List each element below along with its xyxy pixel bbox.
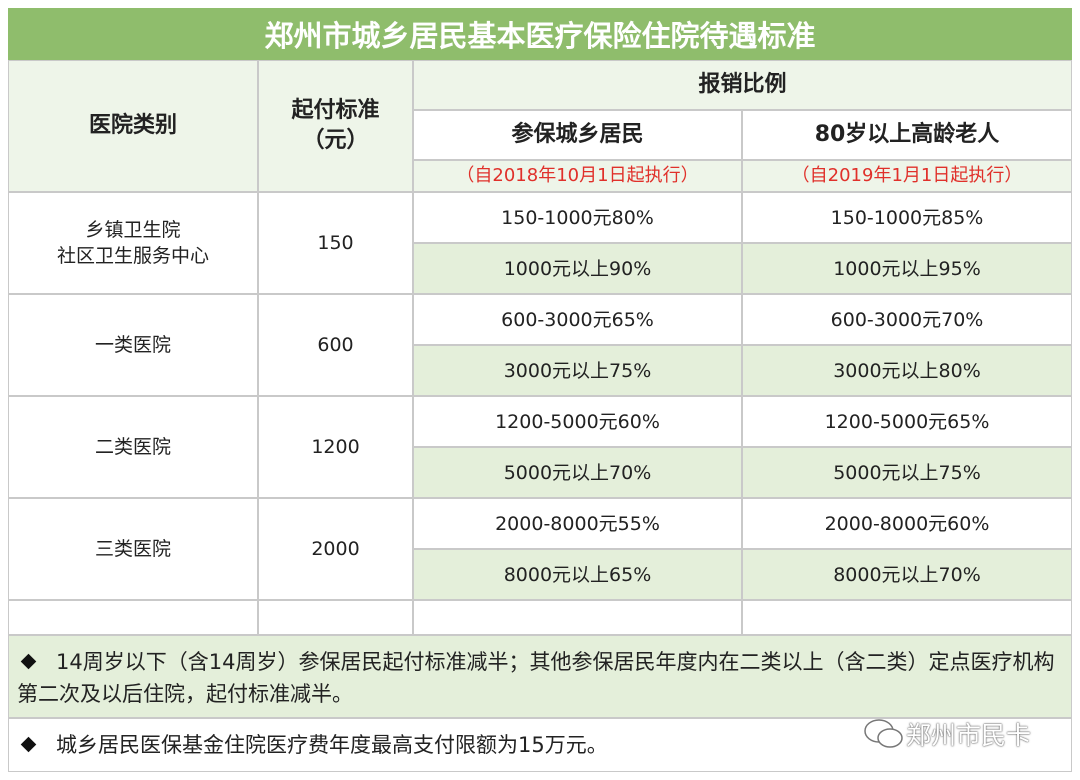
group-header: 参保城乡居民: [413, 110, 742, 160]
group-header: 80岁以上高龄老人: [742, 110, 1072, 160]
hospital-type-cell: 一类医院: [8, 294, 258, 396]
bullet: [20, 736, 37, 753]
hospital-type: 三类医院: [94, 538, 171, 560]
watermark: 郑州市民卡: [862, 716, 1031, 752]
hospital-type: 乡镇卫生院: [85, 219, 181, 241]
hospital-type: 二类医院: [94, 436, 171, 458]
hospital-type: 社区卫生服务中心: [56, 245, 209, 267]
rate-cell: 8000元以上70%: [742, 549, 1072, 600]
hospital-type: 一类医院: [94, 334, 171, 356]
empty-cell: [258, 600, 413, 635]
deductible: 600: [258, 294, 413, 396]
empty-cell: [742, 600, 1072, 635]
empty-cell: [8, 600, 258, 635]
title: 郑州市城乡居民基本医疗保险住院待遇标准: [8, 8, 1072, 60]
note-text: 14周岁以下（含14周岁）参保居民起付标准减半；其他参保居民年度内在二类以上（含…: [17, 650, 1055, 706]
header-cell: 报销比例: [413, 60, 1072, 110]
rate-cell: 600-3000元70%: [742, 294, 1072, 345]
rate-cell: 150-1000元80%: [413, 192, 742, 243]
note-text: 城乡居民医保基金住院医疗费年度最高支付限额为15万元。: [56, 733, 608, 757]
hospital-type-cell: 三类医院: [8, 498, 258, 600]
rate-cell: 2000-8000元55%: [413, 498, 742, 549]
effective-date: （自2018年10月1日起执行）: [413, 160, 742, 192]
rate-cell: 1200-5000元60%: [413, 396, 742, 447]
rate-cell: 3000元以上75%: [413, 345, 742, 396]
header-cell: 医院类别: [8, 60, 258, 192]
watermark-icon: [864, 719, 903, 748]
deductible: 2000: [258, 498, 413, 600]
header-text: 起付标准: [291, 98, 380, 123]
effective-date: （自2019年1月1日起执行）: [742, 160, 1072, 192]
rate-cell: 5000元以上70%: [413, 447, 742, 498]
rate-cell: 2000-8000元60%: [742, 498, 1072, 549]
rate-cell: 1000元以上90%: [413, 243, 742, 294]
hospital-type-cell: 二类医院: [8, 396, 258, 498]
header-text: （元）: [302, 128, 369, 153]
header-text: 报销比例: [698, 72, 787, 97]
deductible: 150: [258, 192, 413, 294]
note: 城乡居民医保基金住院医疗费年度最高支付限额为15万元。: [8, 718, 1072, 772]
rate-cell: 8000元以上65%: [413, 549, 742, 600]
rate-cell: 3000元以上80%: [742, 345, 1072, 396]
note: 14周岁以下（含14周岁）参保居民起付标准减半；其他参保居民年度内在二类以上（含…: [8, 635, 1072, 718]
bullet: [20, 653, 37, 670]
hospital-type-cell: 乡镇卫生院社区卫生服务中心: [8, 192, 258, 294]
rate-cell: 1200-5000元65%: [742, 396, 1072, 447]
header-cell: 起付标准 （元）: [258, 60, 413, 192]
header-text: 医院类别: [88, 113, 177, 138]
rate-cell: 1000元以上95%: [742, 243, 1072, 294]
empty-cell: [413, 600, 742, 635]
rate-cell: 600-3000元65%: [413, 294, 742, 345]
rate-cell: 150-1000元85%: [742, 192, 1072, 243]
deductible: 1200: [258, 396, 413, 498]
watermark-text: 郑州市民卡: [906, 721, 1032, 750]
rate-cell: 5000元以上75%: [742, 447, 1072, 498]
